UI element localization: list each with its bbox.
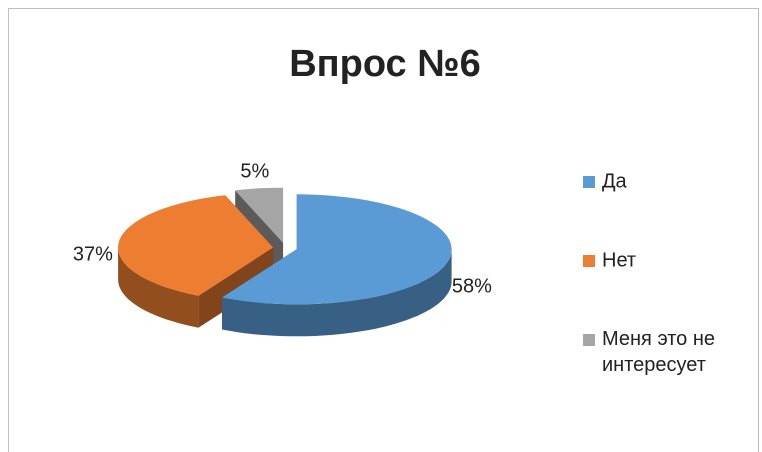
legend-swatch: [583, 334, 595, 346]
legend-swatch: [583, 255, 595, 267]
chart-title: Впрос №6: [289, 43, 481, 85]
slice: [118, 195, 274, 296]
slice-wall: [118, 247, 199, 328]
legend-label: Меня это не интересует: [602, 328, 721, 376]
legend-label: Нет: [602, 249, 636, 271]
slice: [222, 194, 452, 305]
legend-swatch: [583, 176, 595, 188]
data-label: 58%: [452, 275, 492, 297]
slice-side: [198, 247, 274, 328]
slice-wall: [222, 249, 452, 337]
data-label: 5%: [240, 160, 269, 182]
slice: [235, 187, 284, 243]
data-label: 37%: [73, 244, 113, 266]
legend-label: Да: [602, 170, 628, 192]
